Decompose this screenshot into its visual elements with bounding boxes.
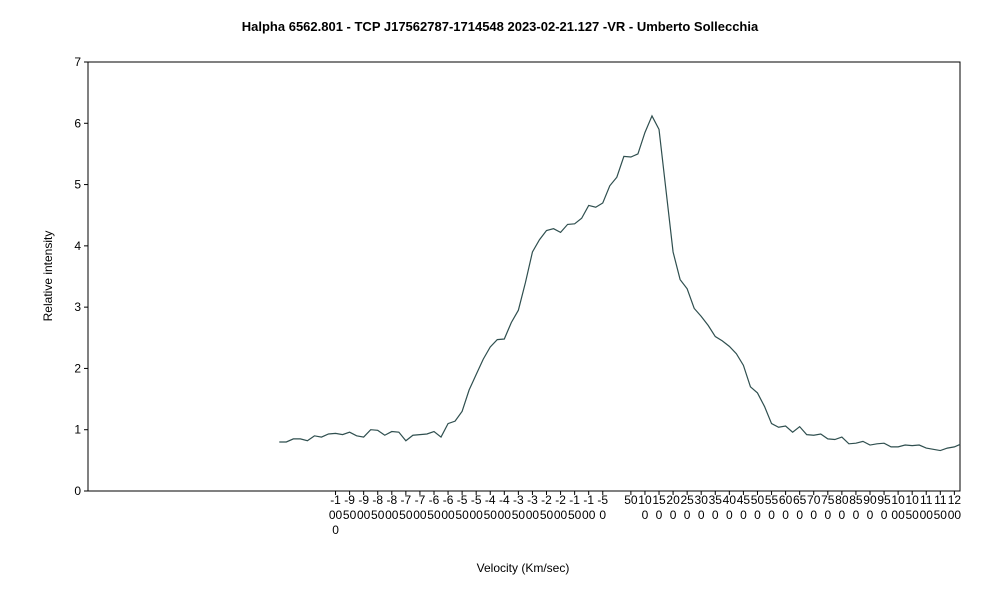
- chart-title: Halpha 6562.801 - TCP J17562787-1714548 …: [242, 19, 759, 34]
- y-axis-label: Relative intensity: [41, 231, 55, 322]
- x-tick-label: -9 00: [357, 493, 371, 522]
- y-tick-label: 5: [74, 178, 81, 192]
- x-tick-label: 50 0: [751, 493, 765, 522]
- x-tick-label: 65 0: [793, 493, 807, 522]
- x-tick-label: 11 50: [934, 493, 948, 522]
- x-tick-label: 95 0: [877, 493, 891, 522]
- x-tick-label: 55 0: [765, 493, 779, 522]
- x-tick-label: 25 0: [680, 493, 694, 522]
- x-tick-label: 30 0: [695, 493, 709, 522]
- x-tick-label: -7 50: [399, 493, 413, 522]
- x-tick-label: -5 00: [470, 493, 484, 522]
- plot-frame: [87, 61, 961, 492]
- x-tick-label: 15 0: [652, 493, 666, 522]
- x-tick-label: 10 0: [638, 493, 652, 522]
- x-axis: -1 00 0-9 50-9 00-8 50-8 00-7 50-7 00-6 50-6 00-5 5…: [329, 491, 962, 537]
- x-tick-label: -6 00: [441, 493, 455, 522]
- x-tick-label: 40 0: [723, 493, 737, 522]
- x-tick-label: -5 50: [455, 493, 469, 522]
- x-tick-label: 60 0: [779, 493, 793, 522]
- x-axis-label: Velocity (Km/sec): [477, 561, 570, 575]
- y-tick-label: 7: [74, 55, 81, 69]
- x-tick-label: 10 50: [906, 493, 920, 522]
- x-tick-label: 10 00: [891, 493, 905, 522]
- x-tick-label: -8 00: [385, 493, 399, 522]
- series-line: [279, 114, 961, 452]
- y-tick-label: 1: [74, 423, 81, 437]
- x-tick-label: 85 0: [849, 493, 863, 522]
- x-tick-label: -4 00: [498, 493, 512, 522]
- y-tick-label: 3: [74, 300, 81, 314]
- y-axis: 0 1 2 3 4 5 6 7: [74, 55, 88, 498]
- x-tick-label: -3 00: [526, 493, 540, 522]
- x-tick-label: -1 50: [568, 493, 582, 522]
- x-tick-label: -4 50: [484, 493, 498, 522]
- x-tick-label: -6 50: [427, 493, 441, 522]
- x-tick-label: -2 50: [540, 493, 554, 522]
- x-tick-label: 12 00: [948, 493, 962, 522]
- x-tick-label: -8 50: [371, 493, 385, 522]
- y-tick-label: 0: [74, 484, 81, 498]
- x-tick-label: -5 0: [597, 493, 608, 522]
- x-tick-label: 35 0: [709, 493, 723, 522]
- y-tick-label: 4: [74, 239, 81, 253]
- x-tick-label: 45 0: [737, 493, 751, 522]
- x-tick-label: -2 00: [554, 493, 568, 522]
- x-tick-label: 80 0: [835, 493, 849, 522]
- x-tick-label: 90 0: [863, 493, 877, 522]
- x-tick-label: 50: [624, 493, 638, 507]
- x-tick-label: -9 50: [343, 493, 357, 522]
- x-tick-label: -7 00: [413, 493, 427, 522]
- x-tick-label: -1 00 0: [329, 493, 343, 537]
- x-tick-label: 75 0: [821, 493, 835, 522]
- y-tick-label: 2: [74, 361, 81, 375]
- y-tick-label: 6: [74, 116, 81, 130]
- x-tick-label: -1 00: [582, 493, 596, 522]
- x-tick-label: 20 0: [666, 493, 680, 522]
- x-tick-label: 70 0: [807, 493, 821, 522]
- x-tick-label: 11 00: [920, 493, 934, 522]
- x-tick-label: -3 50: [512, 493, 526, 522]
